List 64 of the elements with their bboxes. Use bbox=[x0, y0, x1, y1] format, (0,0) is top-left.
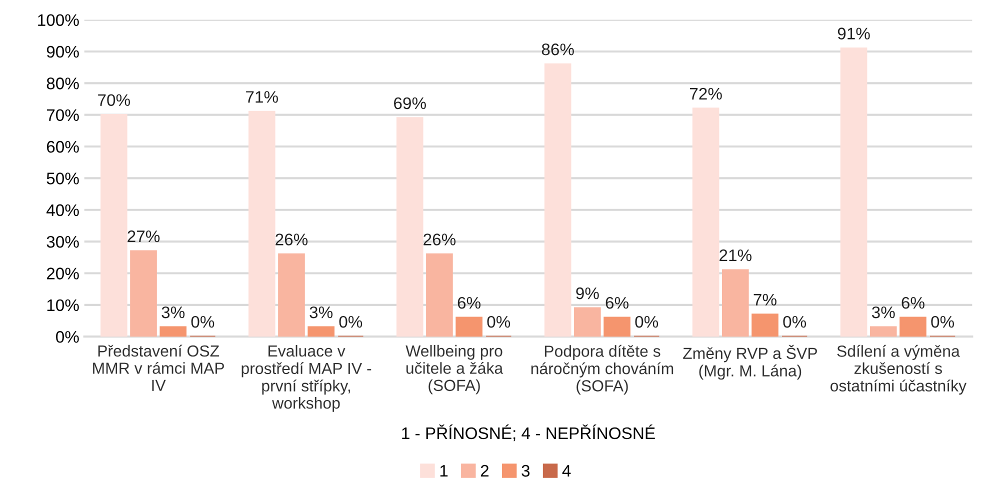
x-axis-title: 1 - PŘÍNOSNÉ; 4 - NEPŘÍNOSNÉ bbox=[402, 424, 655, 442]
bar bbox=[100, 114, 128, 337]
data-label: 27% bbox=[128, 230, 160, 242]
x-tick-label: Změny RVP a ŠVP (Mgr. M. Lána) bbox=[683, 344, 817, 380]
data-label: 0% bbox=[487, 316, 510, 328]
data-label: 0% bbox=[783, 316, 806, 328]
data-label: 6% bbox=[902, 296, 924, 309]
bar bbox=[900, 316, 926, 337]
bar bbox=[426, 253, 453, 337]
y-tick-label: 0% bbox=[56, 331, 79, 343]
bar bbox=[870, 326, 897, 337]
y-tick-label: 40% bbox=[46, 204, 79, 216]
bar bbox=[604, 316, 630, 337]
x-tick-label: Představení OSZ MMR v rámci MAP IV bbox=[93, 344, 224, 391]
data-label: 26% bbox=[276, 234, 308, 246]
data-label: 3% bbox=[310, 306, 333, 318]
data-label: 0% bbox=[191, 316, 214, 328]
y-tick-label: 50% bbox=[46, 172, 79, 184]
x-tick-label: Wellbeing pro učitele a žáka (SOFA) bbox=[406, 344, 504, 394]
data-label: 91% bbox=[838, 28, 870, 40]
data-label: 72% bbox=[690, 88, 722, 100]
data-label: 0% bbox=[635, 316, 658, 328]
legend-label: 2 bbox=[480, 464, 488, 477]
data-label: 0% bbox=[339, 316, 362, 328]
y-tick-label: 70% bbox=[46, 109, 79, 122]
data-label: 26% bbox=[424, 234, 456, 246]
bar bbox=[130, 250, 157, 337]
bar bbox=[248, 110, 276, 337]
bar bbox=[692, 108, 720, 337]
data-label: 7% bbox=[754, 294, 776, 306]
bar bbox=[456, 316, 482, 337]
y-tick-label: 60% bbox=[46, 140, 79, 153]
data-label: 6% bbox=[458, 296, 480, 309]
y-tick-label: 80% bbox=[46, 78, 79, 90]
y-tick-label: 20% bbox=[46, 268, 79, 280]
y-tick-label: 90% bbox=[46, 46, 79, 58]
legend-label: 3 bbox=[522, 464, 530, 477]
data-label: 3% bbox=[162, 306, 185, 318]
bar bbox=[396, 117, 424, 337]
y-tick-label: 10% bbox=[47, 299, 79, 312]
bar bbox=[752, 314, 778, 337]
bar bbox=[160, 326, 187, 337]
data-label: 70% bbox=[98, 94, 130, 106]
data-label: 71% bbox=[246, 91, 278, 103]
bar bbox=[308, 326, 334, 337]
bar bbox=[544, 63, 572, 337]
legend-label: 1 bbox=[440, 465, 448, 477]
bar bbox=[722, 269, 749, 337]
x-tick-label: Podpora dítěte s náročným chováním (SOFA) bbox=[531, 344, 674, 395]
data-label: 3% bbox=[872, 306, 895, 318]
bar bbox=[574, 307, 601, 337]
x-tick-label: Sdílení a výměna zkušeností s ostatními účastníky bbox=[830, 344, 966, 395]
bar bbox=[278, 253, 305, 337]
y-tick-label: 100% bbox=[38, 14, 79, 26]
legend-label: 4 bbox=[562, 465, 571, 477]
data-label: 86% bbox=[542, 44, 574, 56]
data-label: 9% bbox=[576, 287, 599, 300]
data-label: 0% bbox=[931, 316, 954, 328]
data-label: 69% bbox=[394, 97, 426, 110]
x-tick-label: Evaluace v prostředí MAP IV - první střípky, workshop bbox=[242, 344, 372, 412]
data-label: 6% bbox=[606, 296, 628, 309]
bar bbox=[840, 47, 868, 337]
y-tick-label: 30% bbox=[46, 236, 79, 248]
data-label: 21% bbox=[720, 249, 752, 262]
